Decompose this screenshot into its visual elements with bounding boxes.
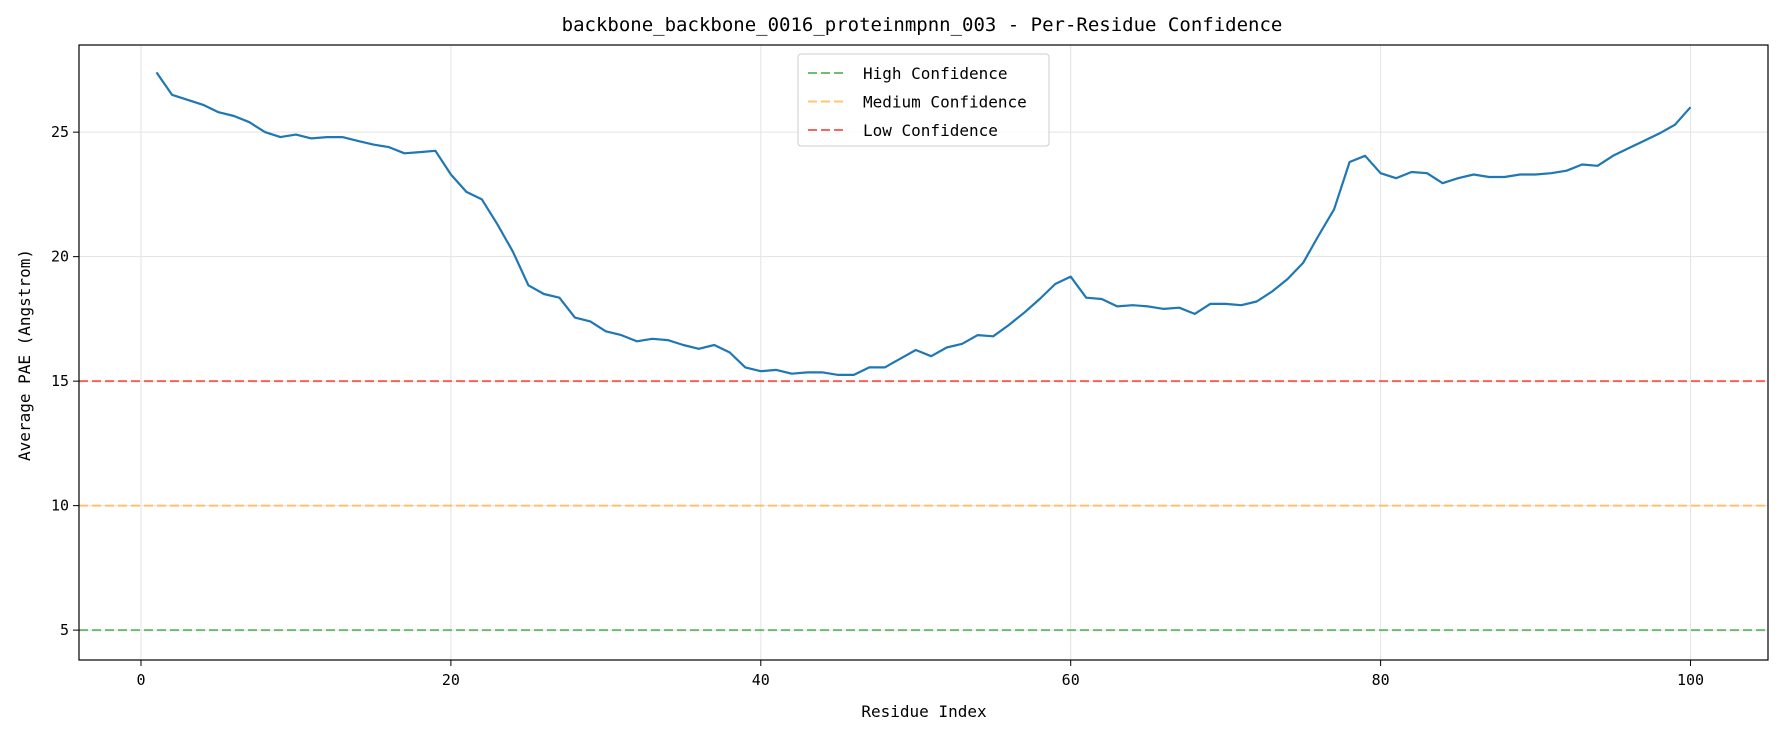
x-tick-label: 100 [1677, 671, 1704, 689]
y-tick-label: 20 [51, 248, 69, 266]
x-axis-ticks: 0 20 40 60 80 100 [136, 660, 1704, 689]
x-tick-label: 40 [752, 671, 770, 689]
plot-frame [78, 44, 1769, 661]
legend-label: Medium Confidence [863, 93, 1027, 112]
y-tick-label: 25 [51, 123, 69, 141]
y-tick-label: 10 [51, 497, 69, 515]
x-tick-label: 20 [442, 671, 460, 689]
x-tick-label: 80 [1372, 671, 1390, 689]
x-tick-label: 60 [1062, 671, 1080, 689]
x-axis-label: Residue Index [861, 702, 987, 721]
legend-box [797, 53, 1050, 147]
y-axis-ticks: 5 10 15 20 25 [51, 123, 79, 639]
legend-label: Low Confidence [863, 121, 998, 140]
y-tick-label: 5 [60, 621, 69, 639]
y-axis-label: Average PAE (Angstrom) [15, 249, 34, 461]
chart-title: backbone_backbone_0016_proteinmpnn_003 -… [562, 14, 1283, 36]
legend: High Confidence Medium Confidence Low Conf… [797, 53, 1050, 147]
legend-label: High Confidence [863, 64, 1008, 83]
data-series [155, 71, 1692, 376]
threshold-lines [79, 380, 1768, 632]
pae-series-line [155, 71, 1692, 376]
y-tick-label: 15 [51, 372, 69, 390]
x-tick-label: 0 [136, 671, 145, 689]
